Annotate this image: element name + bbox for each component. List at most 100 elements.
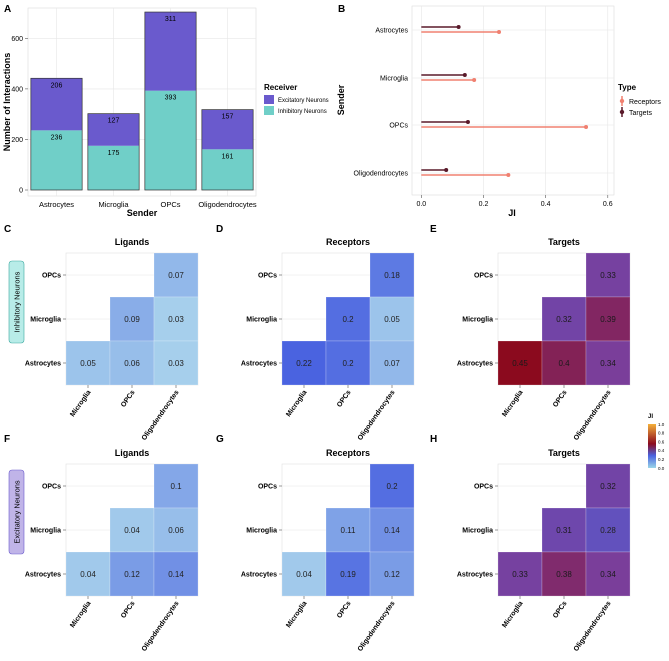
heatmap-cell xyxy=(541,296,587,342)
heatmap-cell xyxy=(585,463,631,509)
lollipop-dot-receptors xyxy=(472,78,477,82)
panel-letter-h: H xyxy=(430,434,437,445)
heatmap-cell-label: 0.05 xyxy=(384,315,400,324)
panel-letter-d: D xyxy=(216,224,223,235)
bars-a: 236 206 175 127 393 311 161 157 xyxy=(30,11,254,191)
y-ticks-a: 0 200 400 600 xyxy=(11,36,28,195)
heatmap-cell-label: 0.07 xyxy=(384,359,400,368)
row-tag-excitatory-box xyxy=(8,469,25,555)
heatmap-cell-label: 0.19 xyxy=(340,570,356,579)
heatmap-xtick-label: Oligodendrocytes xyxy=(573,389,613,442)
lollipop-dot-receptors xyxy=(497,30,502,34)
bar-excitatory xyxy=(30,78,83,131)
heatmap-cell-label: 0.14 xyxy=(384,526,400,535)
data-label-excitatory: 206 xyxy=(51,82,63,89)
heatmap-xtick-label: Oligodendrocytes xyxy=(357,389,397,442)
heatmap-cell-label: 0.04 xyxy=(80,570,96,579)
heatmap-cell-label: 0.03 xyxy=(168,315,184,324)
legend-label-excitatory: Excitatory Neurons xyxy=(278,98,329,104)
heatmap-cell xyxy=(153,463,199,509)
heatmap-cell xyxy=(585,296,631,342)
row-tag-excitatory: Excitatory Neurons xyxy=(8,469,25,555)
heatmap-cell-label: 0.33 xyxy=(600,271,616,280)
heatmap-cell-label: 0.33 xyxy=(512,570,528,579)
heatmap-ytick-label: OPCs xyxy=(258,273,277,280)
panel-letter-a: A xyxy=(4,4,11,15)
heatmap-title: Targets xyxy=(548,237,580,247)
heatmap-ytick-label: Astrocytes xyxy=(25,361,61,368)
bar-outline xyxy=(201,109,254,191)
heatmap-xtick-label: OPCs xyxy=(120,389,137,409)
colorbar-title: JI xyxy=(648,414,653,420)
heatmap-receptors-excitatory: Receptors 0.2 0.11 0.14 0.04 0.19 0.12 OPCs Micr… xyxy=(241,448,415,653)
heatmap-title: Targets xyxy=(548,448,580,458)
heatmap-xtick-label: OPCs xyxy=(552,389,569,409)
heatmap-xtick-label: Oligodendrocytes xyxy=(141,389,181,442)
lollipop-dot-targets xyxy=(456,25,461,29)
bar-excitatory xyxy=(201,109,254,150)
x-tick-label-a: Astrocytes xyxy=(39,200,74,209)
x-tick-label-a: Microglia xyxy=(98,200,129,209)
heatmap-ytick-label: Microglia xyxy=(246,528,277,535)
heatmap-cell-label: 0.06 xyxy=(124,359,140,368)
x-tick-label-b: 0.2 xyxy=(479,201,489,208)
legend-swatch-excitatory xyxy=(264,95,274,104)
heatmap-xtick-label: Microglia xyxy=(285,600,308,629)
heatmap-title: Ligands xyxy=(115,237,150,247)
heatmap-xtick-label: Oligodendrocytes xyxy=(573,600,613,653)
heatmap-cell-label: 0.05 xyxy=(80,359,96,368)
heatmap-ytick-label: Microglia xyxy=(30,317,61,324)
heatmap-cell xyxy=(325,340,371,386)
heatmap-cell xyxy=(369,463,415,509)
heatmap-cell-label: 0.32 xyxy=(556,315,572,324)
heatmap-cell-label: 0.04 xyxy=(124,526,140,535)
colorbar-gradient xyxy=(648,424,656,468)
heatmap-ytick-label: Astrocytes xyxy=(241,361,277,368)
plot-panel-b xyxy=(411,5,615,196)
heatmap-cell-label: 0.2 xyxy=(342,315,354,324)
heatmap-xtick-label: Microglia xyxy=(69,389,92,418)
heatmap-cell xyxy=(585,340,631,386)
bar-excitatory xyxy=(144,12,197,91)
y-tick-label-a: 400 xyxy=(11,86,23,93)
x-ticks-b: 0.0 0.2 0.4 0.6 xyxy=(416,195,613,208)
y-axis-title-b: Sender xyxy=(336,84,346,115)
data-label-inhibitory: 175 xyxy=(108,150,120,157)
heatmap-xtick-label: Microglia xyxy=(501,389,524,418)
heatmap-cell-label: 0.03 xyxy=(168,359,184,368)
heatmap-cell-label: 0.34 xyxy=(600,570,616,579)
panel-letter-c: C xyxy=(4,224,11,235)
heatmap-cell-label: 0.22 xyxy=(296,359,312,368)
bar-inhibitory xyxy=(144,90,197,190)
heatmap-ytick-label: OPCs xyxy=(258,484,277,491)
bar-outline xyxy=(144,11,197,191)
row-tag-inhibitory-label: Inhibitory Neurons xyxy=(13,271,22,332)
colorbar-tick-label: 0.2 xyxy=(658,457,665,462)
heatmap-xtick-label: OPCs xyxy=(552,600,569,620)
legend-title-a: Receiver xyxy=(264,83,297,92)
heatmap-cell xyxy=(369,507,415,553)
lollipop-dot-targets xyxy=(465,120,470,124)
heatmap-ytick-label: Microglia xyxy=(462,317,493,324)
colorbar-tick-label: 0.4 xyxy=(658,448,665,453)
heatmap-cell xyxy=(109,296,155,342)
data-label-excitatory: 311 xyxy=(165,16,176,23)
heatmap-cell xyxy=(153,551,199,597)
bar-inhibitory xyxy=(201,149,254,190)
x-tick-label-a: OPCs xyxy=(160,200,180,209)
bar-inhibitory xyxy=(87,145,140,190)
heatmap-cell-label: 0.12 xyxy=(384,570,400,579)
heatmap-cell-label: 0.06 xyxy=(168,526,184,535)
heatmap-cell-label: 0.2 xyxy=(386,482,398,491)
y-tick-label-b: Microglia xyxy=(380,76,408,83)
y-tick-label-b: Astrocytes xyxy=(375,28,408,35)
heatmap-cell-label: 0.38 xyxy=(556,570,572,579)
bar-outline xyxy=(30,77,83,191)
heatmap-xtick-label: OPCs xyxy=(336,600,353,620)
x-tick-label-b: 0.6 xyxy=(603,201,613,208)
data-label-excitatory: 157 xyxy=(222,114,234,121)
heatmap-ytick-label: Microglia xyxy=(462,528,493,535)
heatmap-ytick-label: OPCs xyxy=(42,484,61,491)
heatmap-cell xyxy=(153,507,199,553)
